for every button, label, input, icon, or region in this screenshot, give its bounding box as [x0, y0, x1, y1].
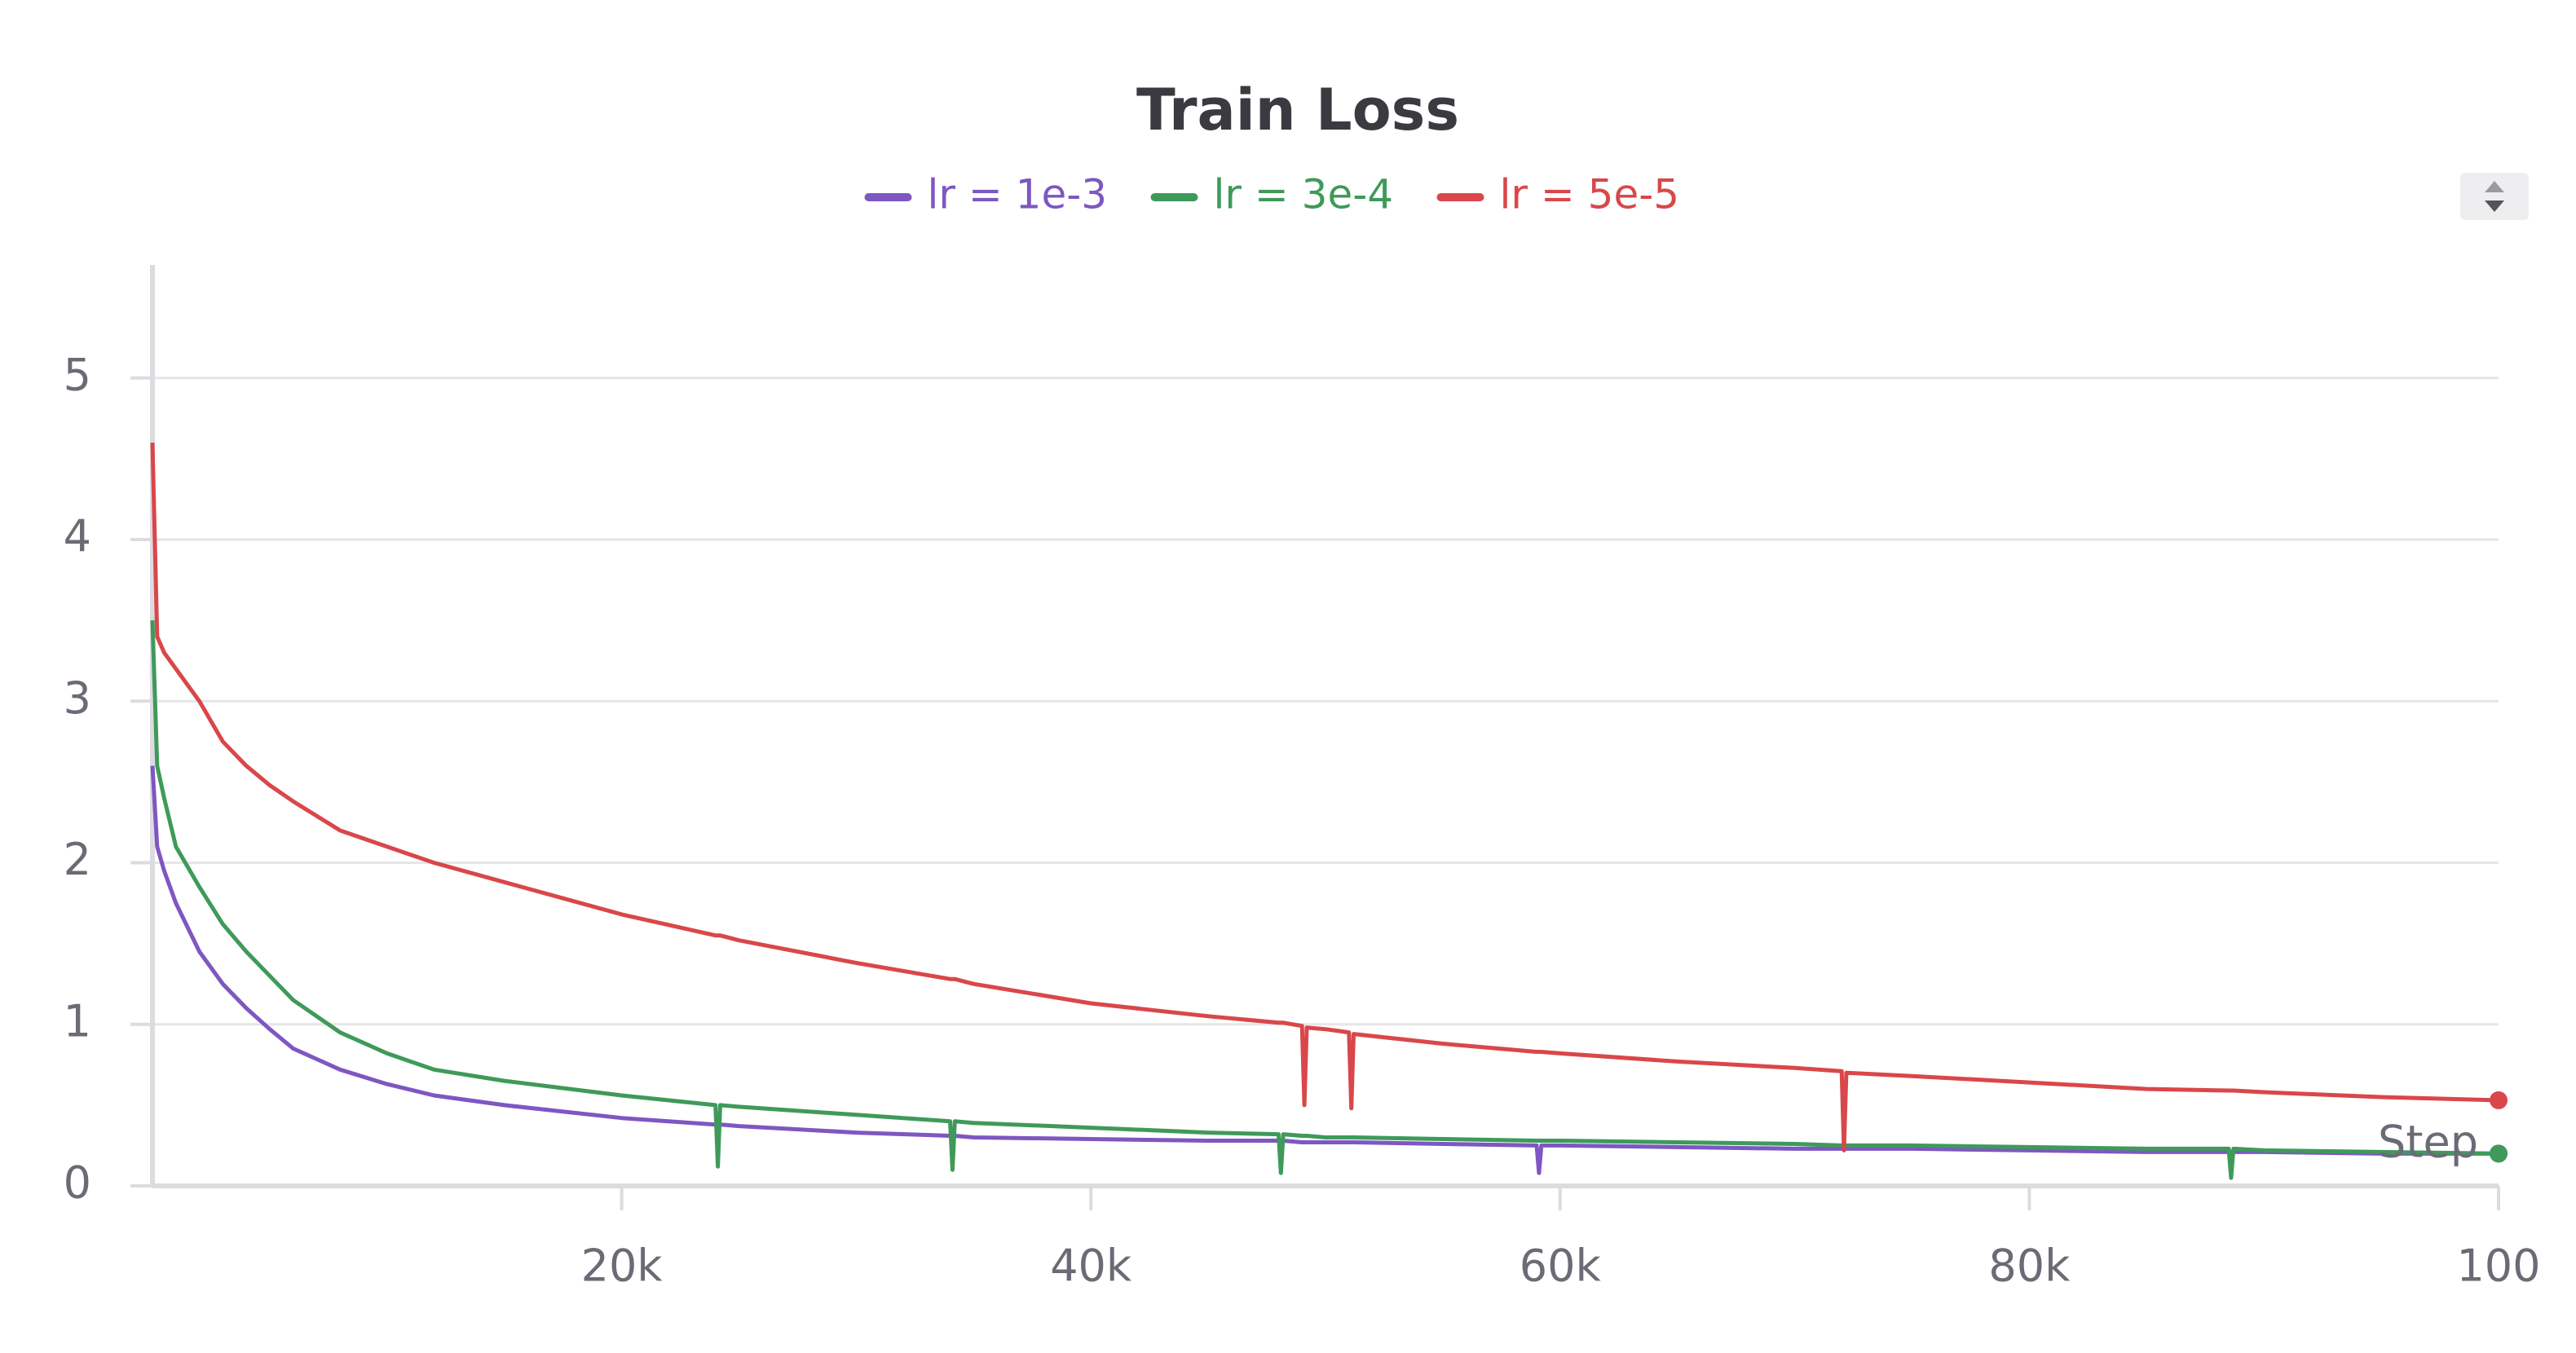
y-tick-label: 3 [64, 672, 91, 724]
arrow-down [2485, 201, 2504, 212]
scroll-control[interactable] [2460, 173, 2529, 220]
y-tick-label: 2 [64, 834, 91, 885]
y-tick-label: 4 [64, 511, 91, 562]
x-axis-label: Step [2378, 1117, 2478, 1168]
end-point [2490, 1144, 2508, 1163]
x-tick-label: 100 [2456, 1241, 2540, 1292]
series-line [150, 443, 2499, 1152]
end-point [2490, 1091, 2508, 1109]
legend-label: lr = 1e-3 [928, 171, 1108, 218]
y-tick-label: 5 [64, 349, 91, 400]
x-tick-label: 80k [1988, 1241, 2071, 1292]
chart-title: Train Loss [1136, 77, 1459, 143]
y-tick-label: 0 [64, 1157, 91, 1209]
series-line [150, 765, 2499, 1175]
x-tick-label: 60k [1520, 1241, 1602, 1292]
x-tick-label: 40k [1050, 1241, 1132, 1292]
y-tick-label: 1 [64, 995, 91, 1047]
legend-label: lr = 5e-5 [1500, 171, 1680, 218]
x-tick-label: 20k [581, 1241, 664, 1292]
legend-label: lr = 3e-4 [1214, 171, 1394, 218]
arrow-up [2485, 181, 2504, 192]
series-line [150, 620, 2499, 1180]
scroll-button[interactable] [2460, 173, 2529, 220]
